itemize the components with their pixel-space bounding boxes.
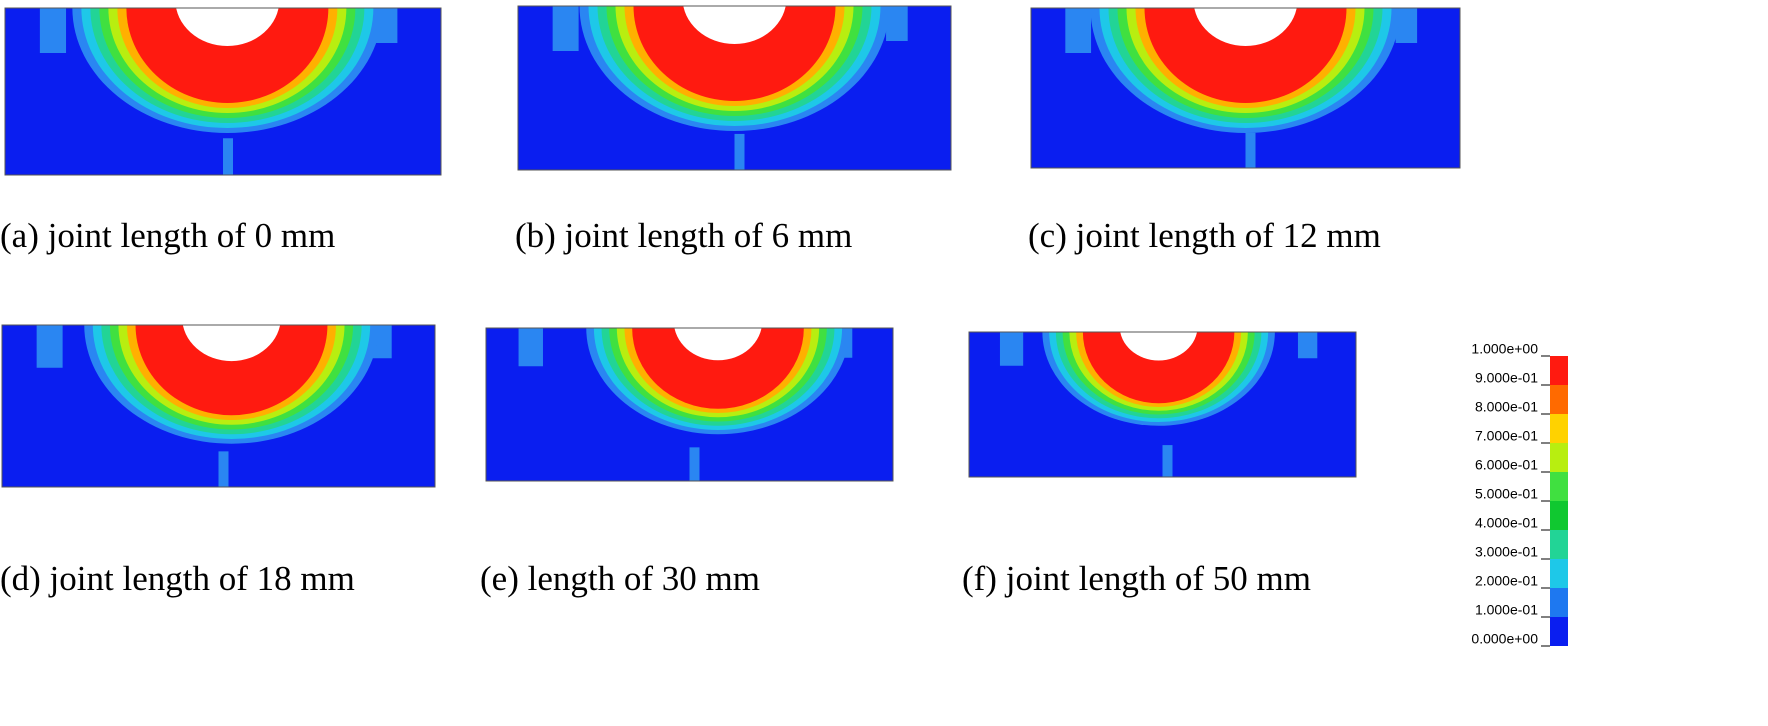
colorbar-band (1550, 501, 1568, 530)
contour-band (126, 8, 329, 103)
patch (999, 332, 1024, 366)
plot-border (1, 324, 436, 488)
contour-band (632, 328, 804, 409)
contour-plot (486, 328, 893, 481)
patch (1297, 332, 1318, 359)
legend-label: 7.000e-01 (1475, 428, 1538, 444)
colorbar-band (1550, 588, 1568, 617)
legend-label: 3.000e-01 (1475, 544, 1538, 560)
patch (1395, 8, 1418, 43)
colorbar-band (1550, 559, 1568, 588)
patch (39, 8, 67, 53)
patch (552, 6, 579, 51)
caption: (f) joint length of 50 mm (962, 559, 1311, 598)
contour-plot (2, 325, 435, 487)
notch (1120, 332, 1198, 361)
colorbar-band (1550, 472, 1568, 501)
plot-border (4, 7, 442, 176)
caption: (a) joint length of 0 mm (0, 216, 335, 255)
caption: (e) length of 30 mm (480, 559, 760, 598)
contour-band (1144, 8, 1347, 103)
legend-label: 9.000e-01 (1475, 370, 1538, 386)
caption: (c) joint length of 12 mm (1028, 216, 1381, 255)
legend-label: 2.000e-01 (1475, 573, 1538, 589)
legend-label: 4.000e-01 (1475, 515, 1538, 531)
contour-band (633, 6, 836, 101)
notch (182, 325, 281, 362)
plot-border (1030, 7, 1461, 169)
patch (223, 138, 233, 175)
contour-plot (5, 8, 441, 175)
patch (218, 451, 229, 487)
caption: (b) joint length of 6 mm (515, 216, 852, 255)
colorbar-band (1550, 617, 1568, 646)
legend-label: 5.000e-01 (1475, 486, 1538, 502)
notch (683, 6, 786, 44)
patch (886, 6, 908, 41)
plot-border (517, 5, 952, 171)
patch (518, 328, 543, 367)
contour-plot (969, 332, 1356, 477)
plot-border (485, 327, 894, 482)
colorbar-band (1550, 356, 1568, 385)
patch (1162, 445, 1173, 477)
legend-label: 6.000e-01 (1475, 457, 1538, 473)
plot-border (968, 331, 1357, 478)
colorbar-band (1550, 414, 1568, 443)
notch (176, 8, 279, 46)
legend-label: 0.000e+00 (1471, 631, 1538, 647)
colorbar-band (1550, 385, 1568, 414)
patch (1245, 132, 1256, 168)
notch (674, 328, 762, 361)
patch (689, 447, 700, 481)
patch (734, 133, 745, 170)
caption: (d) joint length of 18 mm (0, 559, 355, 598)
patch (36, 325, 63, 368)
legend-label: 1.000e-01 (1475, 602, 1538, 618)
colorbar-band (1550, 443, 1568, 472)
colorbar-band (1550, 530, 1568, 559)
legend-label: 8.000e-01 (1475, 399, 1538, 415)
contour-band (1082, 332, 1235, 404)
legend-label: 1.000e+00 (1471, 341, 1538, 357)
notch (1194, 8, 1297, 46)
contour-plot (1031, 8, 1460, 168)
contour-band (135, 325, 328, 416)
contour-plot (518, 6, 951, 170)
patch (1065, 8, 1092, 53)
